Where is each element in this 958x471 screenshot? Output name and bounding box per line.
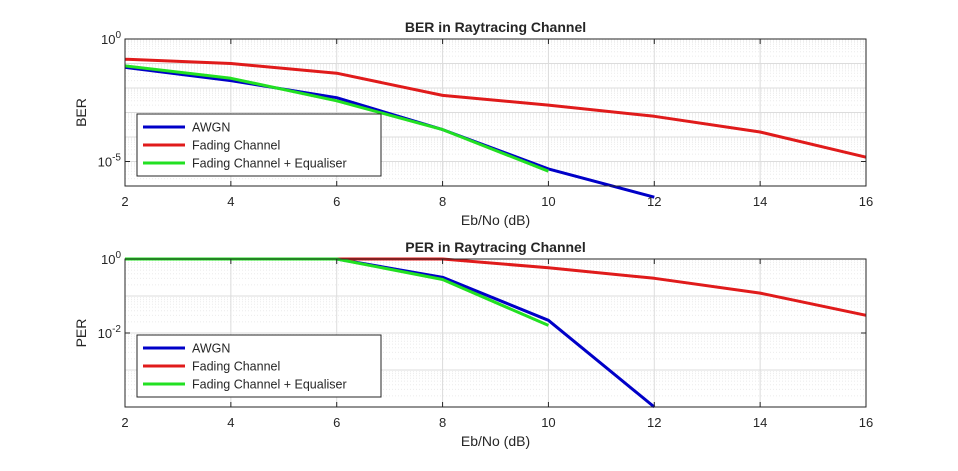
chart-1-ytick-label: 100 xyxy=(101,250,121,267)
chart-0-legend-label-2: Fading Channel + Equaliser xyxy=(192,157,347,171)
chart-1-xtick-label: 12 xyxy=(647,415,661,430)
chart-0-ytick-exponent: -5 xyxy=(112,153,121,164)
chart-0-legend: AWGN Fading Channel Fading Channel + Equal… xyxy=(136,113,382,177)
chart-1-legend-label-0: AWGN xyxy=(192,342,230,356)
chart-1-xtick-label: 14 xyxy=(753,415,767,430)
chart-1-ylabel: PER xyxy=(73,319,89,348)
chart-0-xtick-label: 8 xyxy=(439,194,446,209)
chart-0-xtick-label: 16 xyxy=(859,194,873,209)
chart-0-series-line-1 xyxy=(124,57,867,159)
chart-1-xtick-label: 4 xyxy=(227,415,234,430)
chart-1-xtick-label: 8 xyxy=(439,415,446,430)
chart-0-ytick-base: 10 xyxy=(98,155,112,170)
chart-1-ytick-base: 10 xyxy=(98,326,112,341)
chart-1-legend-label-1: Fading Channel xyxy=(192,360,280,374)
chart-1-ytick-base: 10 xyxy=(101,252,115,267)
chart-0-xtick-label: 14 xyxy=(753,194,767,209)
chart-0-ytick-exponent: 0 xyxy=(115,30,121,41)
chart-0-ylabel: BER xyxy=(73,98,89,127)
chart-0-xtick-label: 6 xyxy=(333,194,340,209)
chart-1-ytick-exponent: 0 xyxy=(115,250,121,261)
chart-1-xtick-label: 10 xyxy=(541,415,555,430)
chart-1-legend-label-2: Fading Channel + Equaliser xyxy=(192,378,347,392)
chart-0-ytick-label: 100 xyxy=(101,30,121,47)
chart-1-xtick-label: 6 xyxy=(333,415,340,430)
chart-0-series-line-2 xyxy=(124,64,549,173)
chart-1-xlabel: Eb/No (dB) xyxy=(461,433,530,449)
chart-0-axes-box xyxy=(124,38,867,187)
chart-0-xtick-label: 4 xyxy=(227,194,234,209)
chart-0-xtick-label: 12 xyxy=(647,194,661,209)
chart-0-title: BER in Raytracing Channel xyxy=(405,19,586,35)
chart-1-legend: AWGN Fading Channel Fading Channel + Equal… xyxy=(136,334,382,398)
chart-0-ytick-label: 10-5 xyxy=(98,153,122,170)
chart-0-xlabel: Eb/No (dB) xyxy=(461,212,530,228)
chart-0-xtick-label: 10 xyxy=(541,194,555,209)
chart-1-ytick-exponent: -2 xyxy=(112,324,121,335)
chart-1-title: PER in Raytracing Channel xyxy=(405,239,585,255)
chart-0-legend-label-1: Fading Channel xyxy=(192,139,280,153)
chart-0-ytick-base: 10 xyxy=(101,32,115,47)
chart-1-xtick-label: 2 xyxy=(121,415,128,430)
chart-1-ytick-label: 10-2 xyxy=(98,324,122,341)
chart-0-legend-label-0: AWGN xyxy=(192,121,230,135)
chart-0-xtick-label: 2 xyxy=(121,194,128,209)
chart-1-xtick-label: 16 xyxy=(859,415,873,430)
